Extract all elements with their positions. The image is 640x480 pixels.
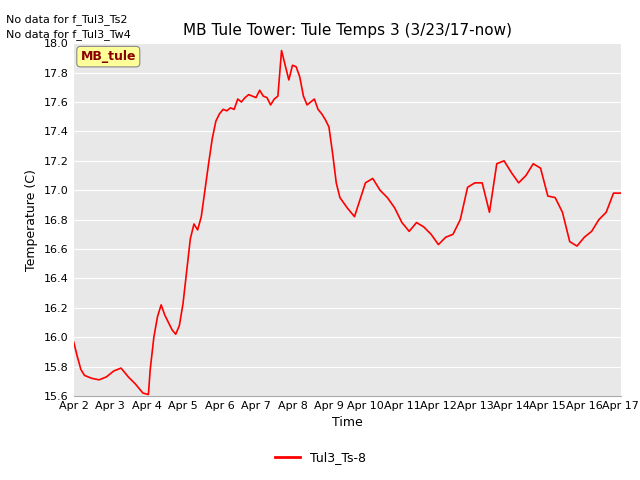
Text: No data for f_Tul3_Tw4: No data for f_Tul3_Tw4 [6,29,131,40]
Text: No data for f_Tul3_Ts2: No data for f_Tul3_Ts2 [6,13,128,24]
Text: MB_tule: MB_tule [81,50,136,63]
Y-axis label: Temperature (C): Temperature (C) [26,168,38,271]
X-axis label: Time: Time [332,417,363,430]
Title: MB Tule Tower: Tule Temps 3 (3/23/17-now): MB Tule Tower: Tule Temps 3 (3/23/17-now… [182,23,512,38]
Legend: Tul3_Ts-8: Tul3_Ts-8 [269,446,371,469]
